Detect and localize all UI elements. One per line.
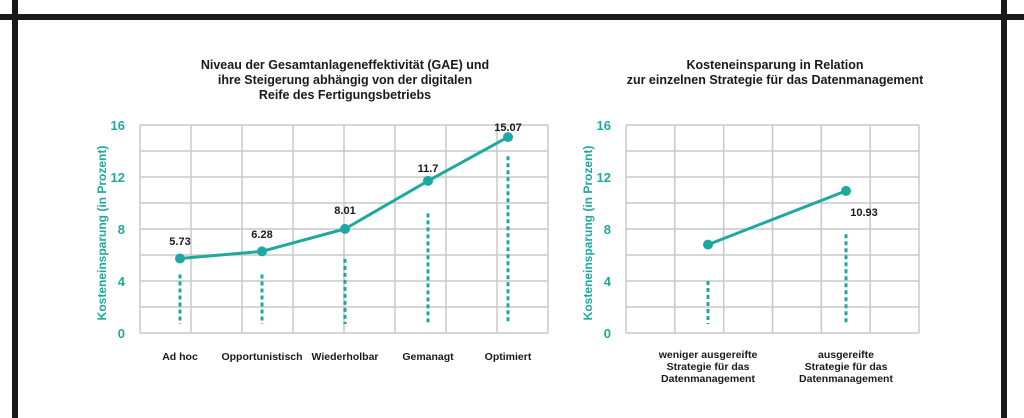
x-category-label: Optimiert bbox=[485, 351, 532, 363]
x-category-label: Wiederholbar bbox=[312, 351, 379, 363]
data-label: 6.28 bbox=[251, 229, 272, 241]
data-label: 11.7 bbox=[418, 163, 439, 175]
y-tick-label: 0 bbox=[118, 326, 125, 341]
y-tick-label: 16 bbox=[597, 118, 611, 133]
data-point bbox=[841, 185, 851, 196]
chart-title-strategy: Kosteneinsparung in Relation zur einzeln… bbox=[610, 58, 940, 88]
x-category-label: Ad hoc bbox=[162, 351, 198, 363]
series-line bbox=[707, 189, 847, 246]
data-point bbox=[175, 253, 185, 264]
chart-title-line: Niveau der Gesamtanlageneffektivität (GA… bbox=[200, 58, 490, 72]
x-category-label: ausgereifte bbox=[818, 349, 874, 361]
data-label: 5.73 bbox=[169, 236, 190, 248]
chart-title-line: ihre Steigerung abhängig von der digital… bbox=[217, 73, 473, 87]
y-tick-label: 0 bbox=[604, 326, 611, 341]
y-tick-label: 4 bbox=[118, 274, 126, 289]
y-tick-label: 16 bbox=[111, 118, 125, 133]
x-category-label: Gemanagt bbox=[402, 351, 454, 363]
y-tick-label: 8 bbox=[118, 222, 125, 237]
chart-title-line: Kosteneinsparung in Relation bbox=[686, 58, 864, 72]
y-tick-label: 8 bbox=[604, 222, 611, 237]
data-point bbox=[423, 175, 433, 186]
chart-title-line: zur einzelnen Strategie für das Datenman… bbox=[626, 73, 924, 87]
data-point bbox=[503, 132, 513, 143]
data-point bbox=[703, 239, 713, 250]
data-point bbox=[257, 246, 267, 257]
x-category-label: Strategie für das bbox=[805, 361, 888, 373]
data-label: 15.07 bbox=[494, 122, 522, 134]
x-category-label: Strategie für das bbox=[667, 361, 750, 373]
data-label: 10.93 bbox=[850, 207, 878, 219]
chart-title-line: Reife des Fertigungsbetriebs bbox=[258, 88, 432, 102]
x-category-label: Opportunistisch bbox=[221, 351, 302, 363]
data-point bbox=[340, 223, 350, 234]
y-tick-label: 12 bbox=[597, 170, 611, 185]
y-tick-label: 4 bbox=[604, 274, 612, 289]
y-axis-label: Kosteneinsparung (in Prozent) bbox=[95, 146, 109, 321]
y-tick-label: 12 bbox=[111, 170, 125, 185]
y-axis-label: Kosteneinsparung (in Prozent) bbox=[581, 146, 595, 321]
x-category-label: Datenmanagement bbox=[799, 373, 893, 385]
x-category-label: weniger ausgereifte bbox=[658, 349, 758, 361]
x-category-label: Datenmanagement bbox=[661, 373, 755, 385]
chart-title-gae: Niveau der Gesamtanlageneffektivität (GA… bbox=[140, 58, 550, 103]
data-label: 8.01 bbox=[334, 205, 355, 217]
